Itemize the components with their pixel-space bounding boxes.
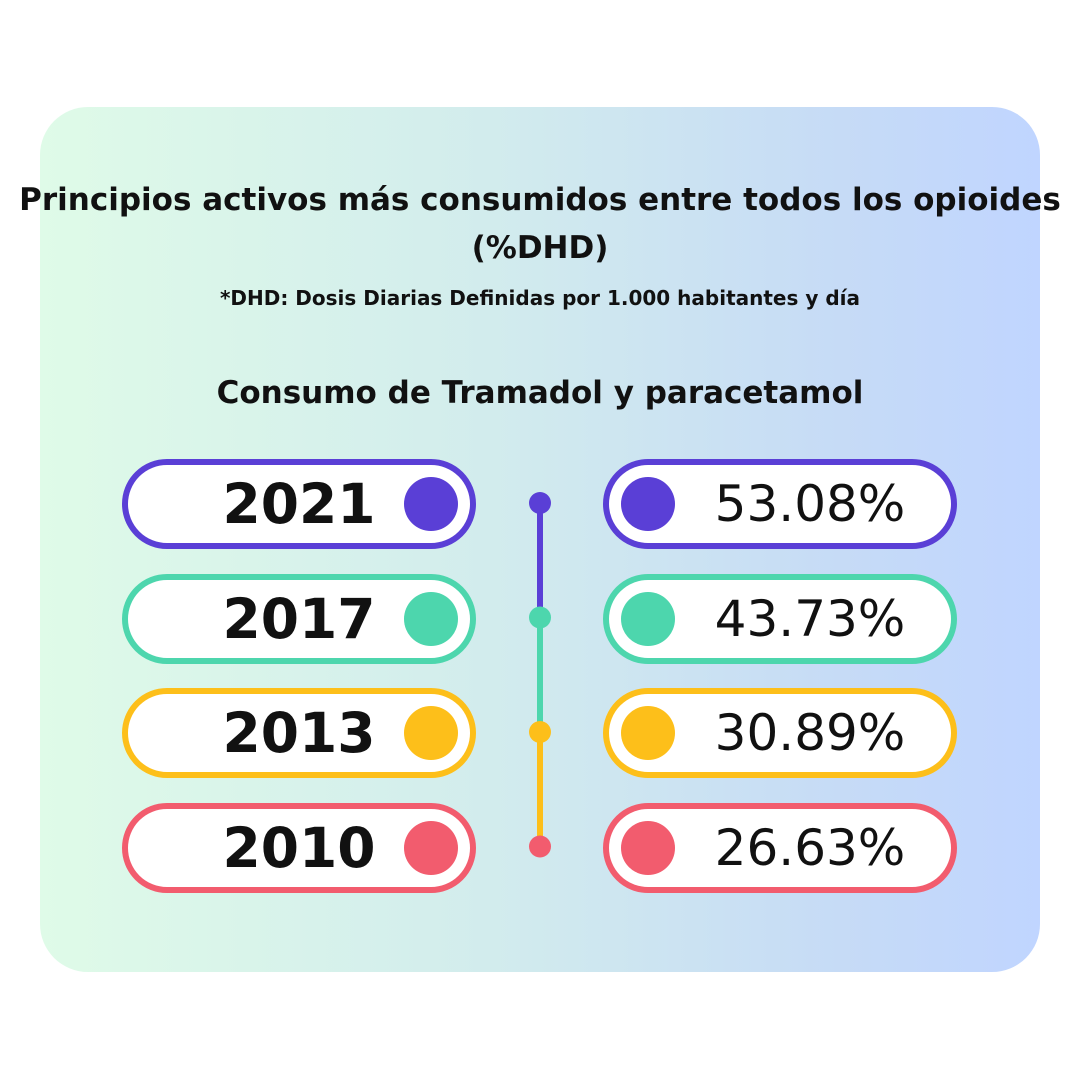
value-pill: 26.63% <box>603 802 957 893</box>
value-label: 30.89% <box>714 704 906 762</box>
year-label: 2013 <box>222 701 376 765</box>
year-label: 2010 <box>222 815 376 880</box>
color-dot-icon <box>621 706 675 760</box>
value-label: 53.08% <box>714 475 906 533</box>
year-pill: 2010 <box>122 802 476 893</box>
value-pill: 30.89% <box>603 688 957 778</box>
color-dot-icon <box>404 591 458 646</box>
chart-subtitle: Consumo de Tramadol y paracetamol <box>216 375 864 411</box>
chart-title: Principios activos más consumidos entre … <box>19 182 1061 266</box>
value-pill: 53.08% <box>603 459 957 549</box>
color-dot-icon <box>621 591 675 646</box>
connector-node <box>529 606 551 629</box>
year-label: 2017 <box>222 586 376 651</box>
color-dot-icon <box>404 706 458 760</box>
color-dot-icon <box>621 477 675 531</box>
year-label: 2021 <box>222 472 376 536</box>
value-pill: 43.73% <box>603 573 957 664</box>
color-dot-icon <box>404 820 458 875</box>
dhd-footnote: *DHD: Dosis Diarias Definidas por 1.000 … <box>219 286 861 310</box>
value-label: 26.63% <box>714 818 906 877</box>
year-pill: 2013 <box>122 688 476 778</box>
value-label: 43.73% <box>714 589 906 648</box>
year-pill: 2017 <box>122 573 476 664</box>
color-dot-icon <box>621 820 675 875</box>
year-pill: 2021 <box>122 459 476 549</box>
color-dot-icon <box>404 477 458 531</box>
connector-node <box>529 835 551 858</box>
connector-node <box>529 721 551 743</box>
connector-node <box>529 492 551 514</box>
